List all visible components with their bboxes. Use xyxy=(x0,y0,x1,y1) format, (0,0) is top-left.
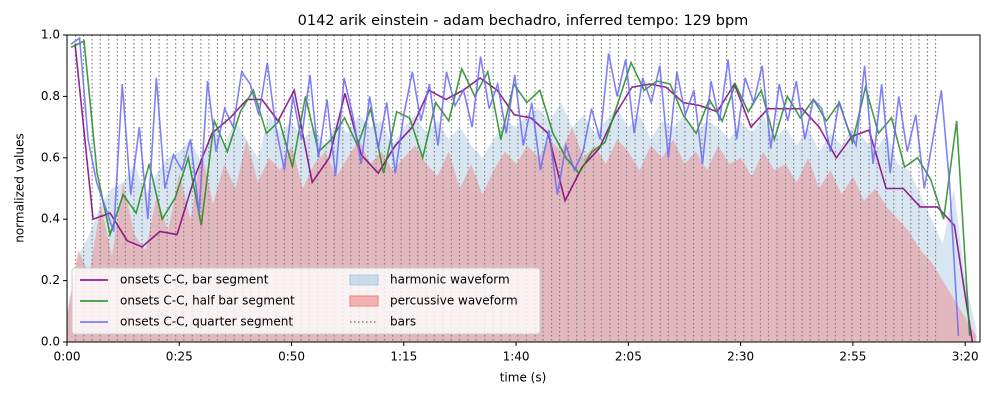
y-tick-label: 0.4 xyxy=(41,212,60,226)
legend: onsets C-C, bar segment onsets C-C, half … xyxy=(71,267,541,335)
legend-label: onsets C-C, quarter segment xyxy=(120,315,293,329)
legend-label: bars xyxy=(390,315,416,329)
onset-line xyxy=(74,44,974,342)
x-tick-label: 1:40 xyxy=(503,350,530,364)
x-tick-label: 2:30 xyxy=(727,350,754,364)
legend-box xyxy=(71,267,541,335)
x-tick-label: 0:25 xyxy=(166,350,193,364)
legend-label: harmonic waveform xyxy=(390,273,510,287)
plot-frame xyxy=(66,34,981,343)
y-tick-label: 1.0 xyxy=(41,28,60,42)
legend-label: percussive waveform xyxy=(390,294,518,308)
legend-label: onsets C-C, bar segment xyxy=(120,273,269,287)
legend-label: onsets C-C, half bar segment xyxy=(120,294,295,308)
x-tick-label: 2:05 xyxy=(615,350,642,364)
x-axis-label: time (s) xyxy=(500,371,547,385)
x-tick-label: 1:15 xyxy=(390,350,417,364)
onset-line xyxy=(70,39,971,336)
y-tick-label: 0.0 xyxy=(41,335,60,349)
x-tick-label: 0:00 xyxy=(54,350,81,364)
legend-swatch xyxy=(349,274,379,286)
y-tick-label: 0.8 xyxy=(41,89,60,103)
legend-swatch xyxy=(349,295,379,307)
y-axis-label: normalized values xyxy=(13,133,27,243)
x-tick-label: 3:20 xyxy=(952,350,979,364)
chart-title: 0142 arik einstein - adam bechadro, infe… xyxy=(298,13,749,29)
onset-line xyxy=(70,36,960,336)
y-tick-label: 0.2 xyxy=(41,273,60,287)
x-tick-label: 2:55 xyxy=(839,350,866,364)
y-tick-label: 0.6 xyxy=(41,150,60,164)
x-tick-label: 0:50 xyxy=(278,350,305,364)
